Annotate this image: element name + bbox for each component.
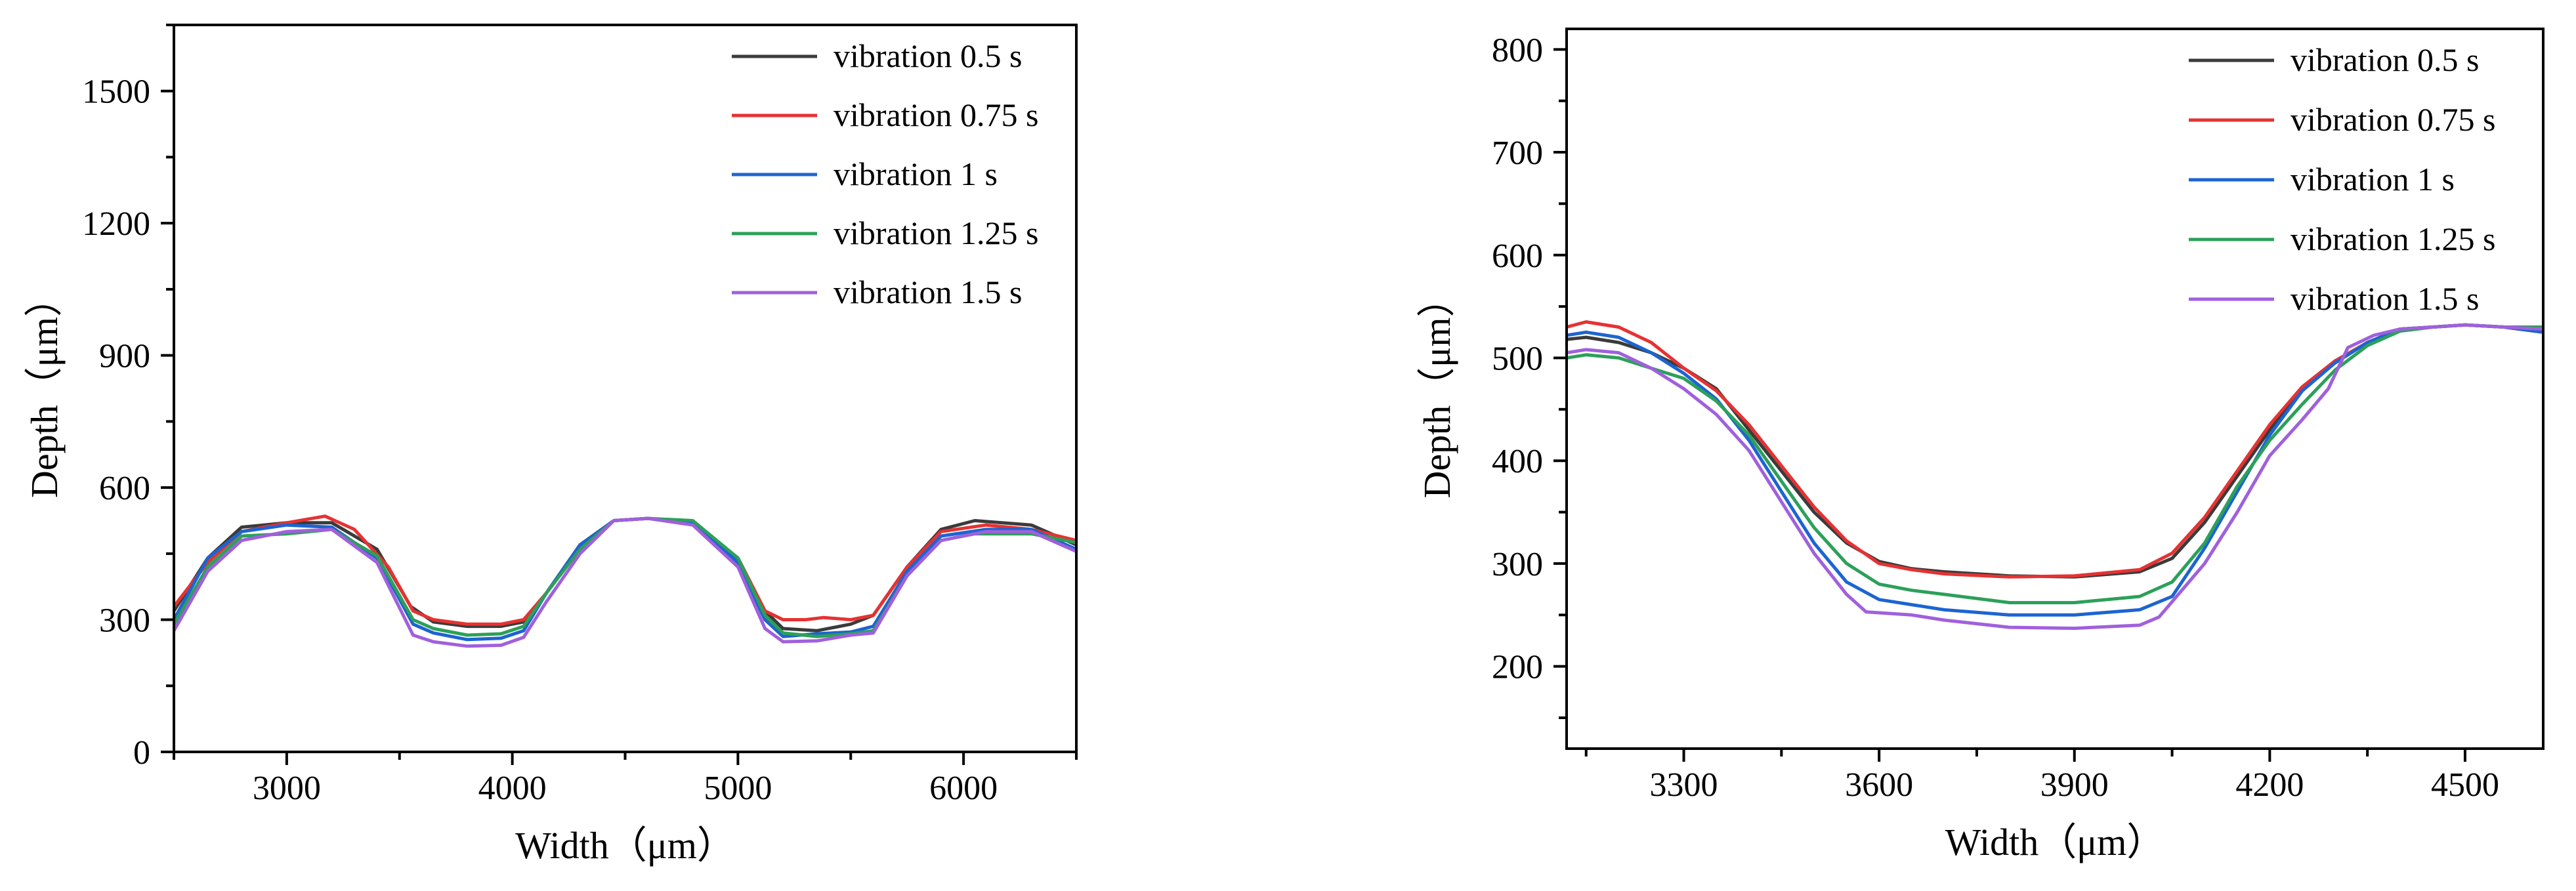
legend-label-4: vibration 1.25 s — [2291, 220, 2495, 257]
legend-label-5: vibration 1.5 s — [2291, 280, 2479, 317]
x-axis-title: Width（μm） — [515, 824, 735, 867]
x-tick-label: 4500 — [2431, 766, 2499, 804]
plot-frame — [173, 24, 1078, 753]
y-tick-label: 700 — [1492, 135, 1543, 172]
series-line-5 — [1567, 323, 2543, 631]
y-tick-label: 600 — [1492, 238, 1543, 275]
series-line-3 — [174, 516, 1076, 642]
legend-label-2: vibration 0.75 s — [2291, 101, 2495, 138]
y-tick-label: 600 — [99, 470, 150, 507]
x-tick-label: 3300 — [1650, 766, 1718, 804]
y-axis-title: Depth（μm） — [1416, 280, 1458, 499]
series-line-1 — [1567, 323, 2543, 579]
x-tick-label: 3900 — [2040, 766, 2109, 804]
chart-2: 3300 3600 3900 4200 4500 200 300 400 500 600 700 80… — [1416, 28, 2544, 863]
legend-label-1: vibration 0.5 s — [834, 37, 1022, 74]
y-tick-label: 900 — [99, 338, 150, 375]
legend-label-3: vibration 1 s — [834, 155, 998, 192]
y-tick-label: 200 — [1492, 649, 1543, 686]
series-line-2 — [1567, 320, 2543, 579]
legend-label-1: vibration 0.5 s — [2291, 41, 2479, 78]
legend-label-3: vibration 1 s — [2291, 161, 2455, 197]
y-tick-label: 1200 — [82, 205, 150, 243]
x-tick-label: 3600 — [1845, 766, 1913, 804]
x-tick-label: 6000 — [929, 770, 998, 807]
legend: vibration 0.5 s vibration 0.75 s vibration… — [2189, 41, 2495, 317]
series-line-4 — [1567, 323, 2543, 604]
x-tick-label: 4200 — [2235, 766, 2304, 804]
y-tick-label: 800 — [1492, 31, 1543, 69]
legend-label-4: vibration 1.25 s — [834, 215, 1038, 251]
y-tick-label: 1500 — [82, 73, 150, 111]
series-group — [174, 514, 1076, 648]
plot-frame — [1565, 28, 2544, 750]
y-tick-label: 300 — [1492, 546, 1543, 583]
series-line-5 — [174, 516, 1076, 648]
series-group — [1567, 320, 2543, 631]
series-line-3 — [1567, 323, 2543, 617]
x-tick-label: 3000 — [253, 770, 321, 807]
legend-label-5: vibration 1.5 s — [834, 274, 1022, 310]
x-axis-title: Width（μm） — [1945, 821, 2165, 863]
x-tick-label: 5000 — [704, 770, 772, 807]
legend: vibration 0.5 s vibration 0.75 s vibration… — [732, 37, 1038, 310]
y-axis-title: Depth（μm） — [23, 279, 66, 498]
y-tick-label: 300 — [99, 602, 150, 640]
y-tick-label: 500 — [1492, 340, 1543, 377]
y-tick-label: 0 — [133, 734, 150, 772]
y-tick-label: 400 — [1492, 443, 1543, 480]
chart-1: 3000 4000 5000 6000 0 300 600 900 1200 1500 Width（… — [23, 24, 1078, 867]
x-tick-label: 4000 — [478, 770, 547, 807]
legend-label-2: vibration 0.75 s — [834, 96, 1038, 133]
